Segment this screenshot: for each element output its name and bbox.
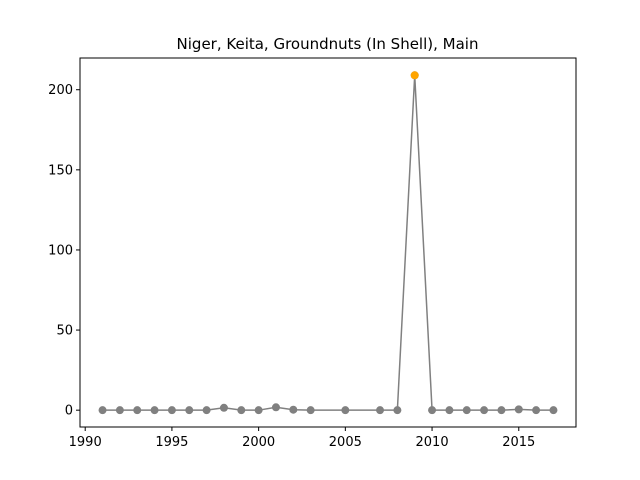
data-point: [167, 406, 176, 415]
data-point: [393, 406, 402, 415]
data-point: [514, 405, 523, 414]
y-tick-label: 50: [56, 324, 73, 339]
data-point: [462, 406, 471, 415]
data-point: [497, 406, 506, 415]
data-point: [376, 406, 385, 415]
data-point: [219, 403, 228, 412]
axis-layer: 1990 1995 2000 2005 2010 2015 0 50 100 150 200: [48, 83, 535, 450]
data-point: [445, 406, 454, 415]
x-tick-label: 2015: [502, 435, 535, 450]
y-tick-label: 200: [48, 83, 73, 98]
x-tick-label: 1995: [155, 435, 188, 450]
data-point: [341, 406, 350, 415]
data-point: [202, 406, 211, 415]
data-layer: [98, 71, 558, 415]
chart-title: Niger, Keita, Groundnuts (In Shell), Mai…: [177, 35, 479, 53]
data-point: [480, 406, 489, 415]
data-point: [428, 406, 437, 415]
x-tick-label: 2010: [416, 435, 449, 450]
data-point: [306, 406, 315, 415]
series-line: [102, 75, 554, 411]
plot-frame: [79, 57, 577, 428]
y-tick-label: 100: [48, 243, 73, 258]
data-point: [254, 406, 263, 415]
data-point: [98, 406, 107, 415]
x-tick-label: 2005: [329, 435, 362, 450]
data-point: [115, 406, 124, 415]
data-point: [237, 406, 246, 415]
data-point: [185, 406, 194, 415]
y-tick-label: 150: [48, 163, 73, 178]
y-tick-label: 0: [65, 404, 73, 419]
data-point: [532, 406, 541, 415]
data-point: [271, 403, 280, 412]
data-point: [133, 406, 142, 415]
data-point: [289, 405, 298, 414]
highlight-point: [410, 71, 419, 80]
data-point: [549, 406, 558, 415]
data-point: [150, 406, 159, 415]
x-tick-label: 1990: [69, 435, 102, 450]
x-tick-label: 2000: [242, 435, 275, 450]
